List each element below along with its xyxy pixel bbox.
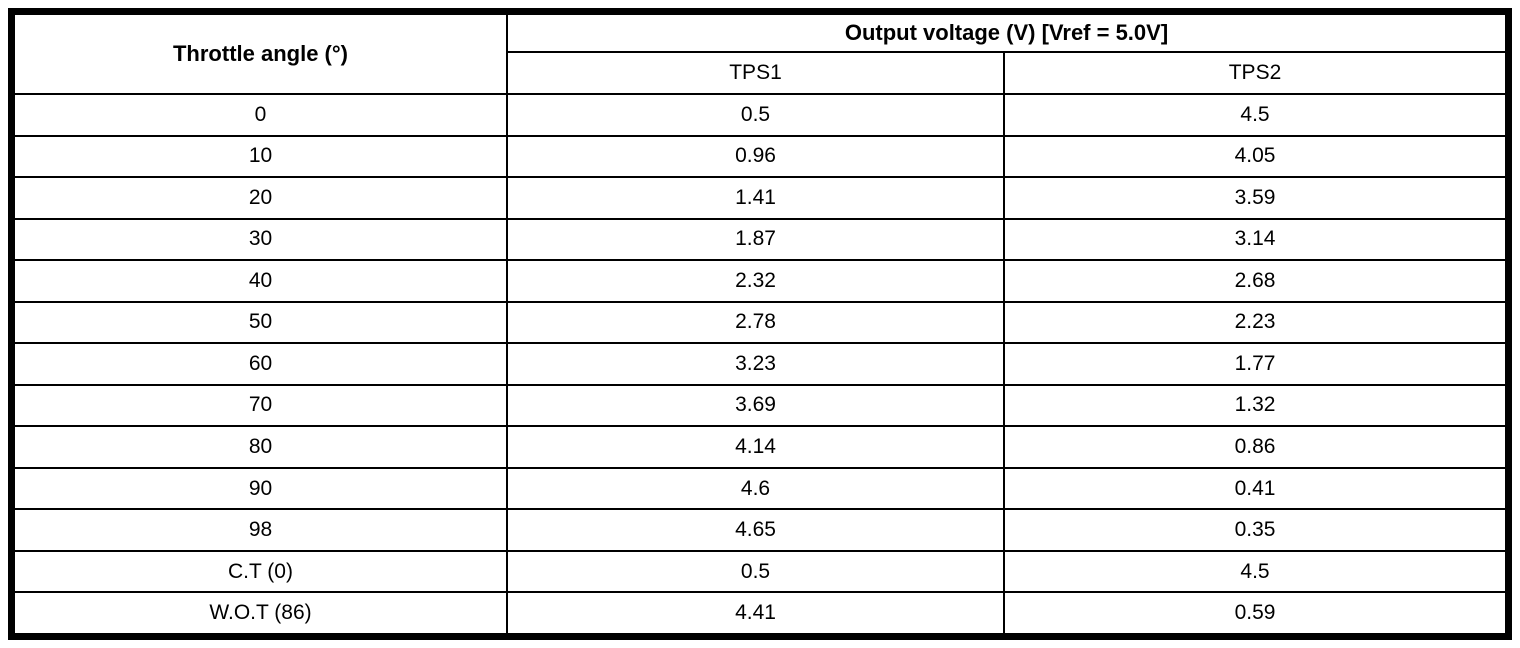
throttle-angle-cell: W.O.T (86) xyxy=(10,591,508,638)
table-row: 60 3.23 1.77 xyxy=(10,342,1510,386)
tps1-cell: 4.65 xyxy=(506,508,1005,552)
tps2-cell: 2.23 xyxy=(1003,300,1510,345)
tps1-cell: 4.6 xyxy=(506,466,1005,511)
throttle-angle-cell: 30 xyxy=(10,217,508,262)
throttle-angle-cell: 40 xyxy=(10,259,508,303)
tps1-cell: 0.5 xyxy=(506,93,1005,137)
column-header-output-voltage: Output voltage (V) [Vref = 5.0V] xyxy=(506,10,1510,53)
table-row: 70 3.69 1.32 xyxy=(10,383,1510,428)
header-row-sub: TPS1 TPS2 xyxy=(12,51,1510,95)
throttle-angle-cell: 98 xyxy=(10,508,508,552)
table-row: C.T (0) 0.5 4.5 xyxy=(10,549,1510,594)
tps1-cell: 3.23 xyxy=(506,342,1005,386)
throttle-angle-cell: 90 xyxy=(10,466,508,511)
throttle-angle-cell: 10 xyxy=(10,134,508,179)
table-row: 80 4.14 0.86 xyxy=(10,425,1510,469)
tps1-cell: 4.41 xyxy=(506,591,1005,638)
tps1-cell: 1.87 xyxy=(506,217,1005,262)
throttle-position-sensor-table: Throttle angle (°) Output voltage (V) [V… xyxy=(8,8,1512,640)
table-row: 40 2.32 2.68 xyxy=(10,259,1510,303)
throttle-angle-cell: 50 xyxy=(10,300,508,345)
tps2-cell: 3.14 xyxy=(1003,217,1510,262)
throttle-angle-cell: 20 xyxy=(10,176,508,220)
table-row: 0 0.5 4.5 xyxy=(10,93,1510,137)
table-row: W.O.T (86) 4.41 0.59 xyxy=(10,591,1510,638)
tps1-cell: 0.96 xyxy=(506,134,1005,179)
throttle-angle-cell: C.T (0) xyxy=(10,549,508,594)
tps2-cell: 3.59 xyxy=(1003,176,1510,220)
tps2-cell: 0.86 xyxy=(1003,425,1510,469)
column-header-throttle-angle: Throttle angle (°) xyxy=(10,10,508,95)
tps1-cell: 0.5 xyxy=(506,549,1005,594)
tps1-cell: 2.78 xyxy=(506,300,1005,345)
tps2-cell: 4.05 xyxy=(1003,134,1510,179)
tps2-cell: 1.32 xyxy=(1003,383,1510,428)
throttle-angle-cell: 60 xyxy=(10,342,508,386)
tps1-cell: 2.32 xyxy=(506,259,1005,303)
column-header-tps1: TPS1 xyxy=(506,51,1005,95)
tps2-cell: 0.59 xyxy=(1003,591,1510,638)
tps1-cell: 4.14 xyxy=(506,425,1005,469)
throttle-angle-cell: 0 xyxy=(10,93,508,137)
table-row: 98 4.65 0.35 xyxy=(10,508,1510,552)
tps2-cell: 4.5 xyxy=(1003,93,1510,137)
throttle-angle-cell: 80 xyxy=(10,425,508,469)
tps2-cell: 1.77 xyxy=(1003,342,1510,386)
header-row-group: Throttle angle (°) Output voltage (V) [V… xyxy=(10,10,1510,95)
column-header-tps2: TPS2 xyxy=(1003,51,1510,95)
tps2-cell: 4.5 xyxy=(1003,549,1510,594)
tps1-cell: 1.41 xyxy=(506,176,1005,220)
throttle-angle-cell: 70 xyxy=(10,383,508,428)
table-row: 50 2.78 2.23 xyxy=(10,300,1510,345)
table-row: 10 0.96 4.05 xyxy=(10,134,1510,179)
table-row: 20 1.41 3.59 xyxy=(10,176,1510,220)
tps1-cell: 3.69 xyxy=(506,383,1005,428)
tps2-cell: 0.41 xyxy=(1003,466,1510,511)
tps2-cell: 0.35 xyxy=(1003,508,1510,552)
table-row: 30 1.87 3.14 xyxy=(10,217,1510,262)
table-row: 90 4.6 0.41 xyxy=(10,466,1510,511)
tps2-cell: 2.68 xyxy=(1003,259,1510,303)
